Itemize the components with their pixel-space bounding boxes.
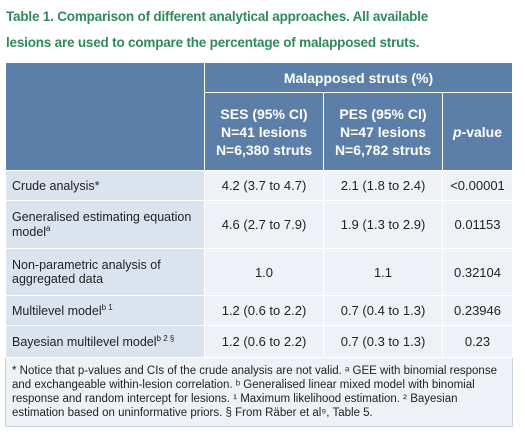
title-line: lesions are used to compare the percenta…	[6, 35, 420, 50]
row-label-cell: Generalised estimating equation modela	[5, 200, 205, 249]
header-line: SES (95% CI)	[220, 105, 308, 122]
value-cell: 2.1 (1.8 to 2.4)	[323, 170, 443, 201]
table-title: Table 1. Comparison of different analyti…	[6, 4, 521, 56]
header-line: N=6,380 struts	[215, 141, 313, 158]
table-row: Bayesian multilevel modelb 2 § 1.2 (0.6 t…	[5, 325, 513, 358]
value-cell: 1.9 (1.3 to 2.9)	[323, 200, 443, 249]
value-cell: 1.2 (0.6 to 2.2)	[204, 325, 324, 358]
header-line: PES (95% CI)	[339, 105, 427, 122]
row-label: Multilevel model	[12, 304, 102, 319]
table-row: Multilevel modelb 1 1.2 (0.6 to 2.2) 0.7 (…	[5, 295, 513, 326]
header-text: -value	[461, 123, 503, 140]
footnote: * Notice that p-values and CIs of the cr…	[5, 357, 513, 427]
table-row: Crude analysis* 4.2 (3.7 to 4.7) 2.1 (1.8 …	[5, 170, 513, 201]
row-label-cell: Multilevel modelb 1	[5, 295, 205, 326]
row-label-sup: b 1	[101, 302, 113, 312]
value-cell: 0.23	[442, 325, 513, 358]
value-cell: 0.7 (0.3 to 1.3)	[323, 325, 443, 358]
row-label-cell: Non-parametric analysis of aggregated da…	[5, 248, 205, 296]
value-cell: <0.00001	[442, 170, 513, 201]
row-label-cell: Crude analysis*	[5, 170, 205, 201]
header-line: N=47 lesions	[340, 123, 426, 140]
value-cell: 0.23946	[442, 295, 513, 326]
column-header: SES (95% CI) N=41 lesions N=6,380 struts	[204, 92, 324, 171]
value-cell: 0.01153	[442, 200, 513, 249]
value-cell: 1.2 (0.6 to 2.2)	[204, 295, 324, 326]
data-table: Malapposed struts (%) SES (95% CI) N=41 …	[5, 62, 513, 427]
table-body: Crude analysis* 4.2 (3.7 to 4.7) 2.1 (1.8 …	[5, 170, 513, 358]
value-cell: 1.1	[323, 248, 443, 296]
header-line: N=41 lesions	[221, 123, 307, 140]
footnote-row: * Notice that p-values and CIs of the cr…	[5, 357, 513, 427]
row-label: Bayesian multilevel model	[12, 335, 157, 350]
row-label-sup: a	[46, 223, 51, 233]
corner	[5, 62, 205, 171]
row-label: Generalised estimating equation model	[12, 209, 192, 240]
column-header: PES (95% CI) N=47 lesions N=6,782 struts	[323, 92, 443, 171]
title-line: Table 1. Comparison of different analyti…	[6, 9, 429, 24]
row-label: Non-parametric analysis of aggregated da…	[12, 258, 161, 286]
row-label: Crude analysis*	[12, 178, 100, 193]
value-cell: 0.7 (0.4 to 1.3)	[323, 295, 443, 326]
value-cell: 4.6 (2.7 to 7.9)	[204, 200, 324, 249]
value-cell: 1.0	[204, 248, 324, 296]
table-row: Non-parametric analysis of aggregated da…	[5, 248, 513, 296]
row-label-sup: b 2 §	[156, 333, 175, 343]
header-line: N=6,782 struts	[334, 141, 432, 158]
value-cell: 4.2 (3.7 to 4.7)	[204, 170, 324, 201]
table-row: Generalised estimating equation modela 4.…	[5, 200, 513, 249]
header-italic: p	[452, 123, 462, 140]
value-cell: 0.32104	[442, 248, 513, 296]
row-label-cell: Bayesian multilevel modelb 2 §	[5, 325, 205, 358]
group-header: Malapposed struts (%)	[204, 62, 513, 93]
column-header: p-value	[442, 92, 513, 171]
